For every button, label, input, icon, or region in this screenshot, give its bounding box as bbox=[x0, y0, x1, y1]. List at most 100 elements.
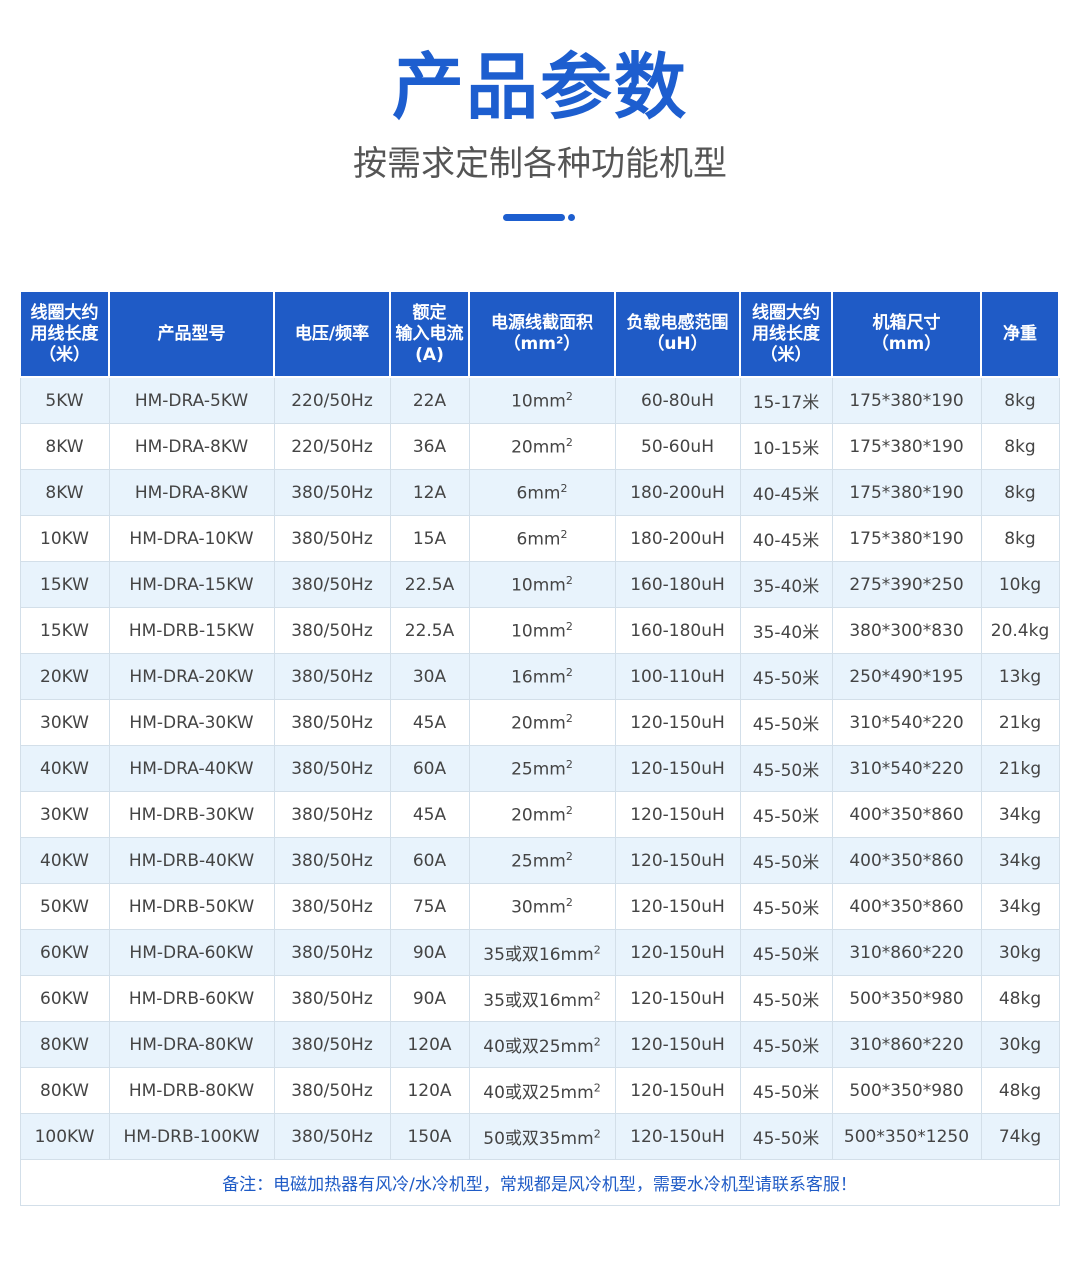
table-cell: 50KW bbox=[19, 883, 110, 930]
table-cell: 180-200uH bbox=[614, 515, 741, 562]
superscript: 2 bbox=[593, 1081, 601, 1095]
table-cell: 40KW bbox=[19, 837, 110, 884]
cell-text: 40-45米 bbox=[752, 485, 820, 505]
cell-text: 21kg bbox=[998, 758, 1042, 779]
cell-text: 45-50米 bbox=[752, 715, 820, 735]
cell-text: 12A bbox=[412, 482, 447, 503]
table-cell: 22.5A bbox=[389, 561, 470, 608]
parameter-table: 线圈大约 用线长度 （米） 产品型号 电压/频率 额定 输入电流 (A) 电源线截面积 … bbox=[19, 290, 1060, 1206]
cell-text: 40-45米 bbox=[752, 531, 820, 551]
cell-text: 380/50Hz bbox=[291, 758, 373, 779]
table-cell: 45-50米 bbox=[739, 745, 833, 792]
table-cell: 50-60uH bbox=[614, 423, 741, 470]
table-cell: 380/50Hz bbox=[273, 975, 391, 1022]
cell-text: 175*380*190 bbox=[849, 528, 964, 549]
cell-text: 120-150uH bbox=[630, 758, 725, 779]
table-cell: 120-150uH bbox=[614, 837, 741, 884]
note-row: 备注：电磁加热器有风冷/水冷机型，常规都是风冷机型，需要水冷机型请联系客服！ bbox=[19, 1159, 1060, 1206]
table-cell: 45-50米 bbox=[739, 1067, 833, 1114]
cell-text: 30KW bbox=[40, 804, 89, 825]
cell-text: 45-50米 bbox=[752, 945, 820, 965]
superscript: 2 bbox=[560, 481, 568, 495]
superscript: 2 bbox=[593, 1127, 601, 1141]
table-cell: 8kg bbox=[980, 515, 1060, 562]
table-cell: 20mm2 bbox=[468, 791, 616, 838]
cell-text: 10KW bbox=[40, 528, 89, 549]
cell-text: 8kg bbox=[1004, 390, 1036, 411]
cell-text: 35-40米 bbox=[752, 623, 820, 643]
cell-text: 120A bbox=[407, 1034, 452, 1055]
table-row: 15KW HM-DRA-15KW 380/50Hz 22.5A 10mm2 160-180… bbox=[19, 561, 1060, 608]
table-cell: 35或双16mm2 bbox=[468, 929, 616, 976]
cell-text: 48kg bbox=[998, 988, 1042, 1009]
cell-text: 80KW bbox=[40, 1034, 89, 1055]
cell-text: HM-DRA-8KW bbox=[134, 482, 249, 503]
cell-text: 90A bbox=[412, 988, 447, 1009]
divider-bar bbox=[503, 214, 565, 221]
table-cell: 13kg bbox=[980, 653, 1060, 700]
table-cell: HM-DRA-30KW bbox=[108, 699, 275, 746]
cell-text: 75A bbox=[412, 896, 447, 917]
table-cell: 120-150uH bbox=[614, 699, 741, 746]
cell-text: 16mm bbox=[511, 667, 566, 688]
cell-text: 30kg bbox=[998, 1034, 1042, 1055]
table-cell: 25mm2 bbox=[468, 745, 616, 792]
table-cell: 45-50米 bbox=[739, 883, 833, 930]
cell-text: 8kg bbox=[1004, 482, 1036, 503]
table-row: 100KW HM-DRB-100KW 380/50Hz 150A 50或双35mm2 12… bbox=[19, 1113, 1060, 1160]
cell-text: 34kg bbox=[998, 850, 1042, 871]
cell-text: HM-DRA-80KW bbox=[129, 1034, 254, 1055]
superscript: 2 bbox=[560, 527, 568, 541]
table-cell: 25mm2 bbox=[468, 837, 616, 884]
cell-text: 160-180uH bbox=[630, 574, 725, 595]
cell-text: 5KW bbox=[45, 390, 84, 411]
cell-text: 20mm bbox=[511, 713, 566, 734]
table-cell: 45-50米 bbox=[739, 653, 833, 700]
table-cell: HM-DRB-50KW bbox=[108, 883, 275, 930]
column-header: 净重 bbox=[980, 290, 1060, 378]
table-cell: HM-DRA-20KW bbox=[108, 653, 275, 700]
table-row: 50KW HM-DRB-50KW 380/50Hz 75A 30mm2 120-150uH… bbox=[19, 883, 1060, 930]
table-cell: 175*380*190 bbox=[831, 469, 982, 516]
cell-text: 380/50Hz bbox=[291, 1080, 373, 1101]
cell-text: 120-150uH bbox=[630, 850, 725, 871]
cell-text: 30kg bbox=[998, 942, 1042, 963]
table-cell: 40或双25mm2 bbox=[468, 1067, 616, 1114]
cell-text: 45-50米 bbox=[752, 853, 820, 873]
cell-text: 175*380*190 bbox=[849, 436, 964, 457]
table-cell: 34kg bbox=[980, 791, 1060, 838]
table-cell: 380/50Hz bbox=[273, 1113, 391, 1160]
cell-text: 150A bbox=[407, 1126, 452, 1147]
table-cell: HM-DRA-60KW bbox=[108, 929, 275, 976]
cell-text: 380/50Hz bbox=[291, 574, 373, 595]
table-cell: 45-50米 bbox=[739, 975, 833, 1022]
cell-text: 120-150uH bbox=[630, 804, 725, 825]
superscript: 2 bbox=[565, 895, 573, 909]
table-cell: 5KW bbox=[19, 376, 110, 424]
table-cell: 35-40米 bbox=[739, 607, 833, 654]
cell-text: 380/50Hz bbox=[291, 988, 373, 1009]
table-cell: 380/50Hz bbox=[273, 469, 391, 516]
cell-text: 380/50Hz bbox=[291, 850, 373, 871]
table-cell: 100KW bbox=[19, 1113, 110, 1160]
cell-text: 380/50Hz bbox=[291, 1126, 373, 1147]
table-cell: 380/50Hz bbox=[273, 745, 391, 792]
table-cell: 175*380*190 bbox=[831, 376, 982, 424]
cell-text: 380/50Hz bbox=[291, 712, 373, 733]
cell-text: 8KW bbox=[45, 482, 84, 503]
cell-text: 90A bbox=[412, 942, 447, 963]
cell-text: 80KW bbox=[40, 1080, 89, 1101]
cell-text: 120-150uH bbox=[630, 942, 725, 963]
table-cell: 30kg bbox=[980, 929, 1060, 976]
cell-text: 380/50Hz bbox=[291, 896, 373, 917]
table-cell: 15KW bbox=[19, 561, 110, 608]
cell-text: 25mm bbox=[511, 851, 566, 872]
column-header: 产品型号 bbox=[108, 290, 275, 378]
table-cell: 380/50Hz bbox=[273, 837, 391, 884]
cell-text: 120-150uH bbox=[630, 1080, 725, 1101]
cell-text: 380/50Hz bbox=[291, 528, 373, 549]
superscript: 2 bbox=[593, 1035, 601, 1049]
cell-text: 48kg bbox=[998, 1080, 1042, 1101]
superscript: 2 bbox=[593, 943, 601, 957]
cell-text: 60KW bbox=[40, 988, 89, 1009]
